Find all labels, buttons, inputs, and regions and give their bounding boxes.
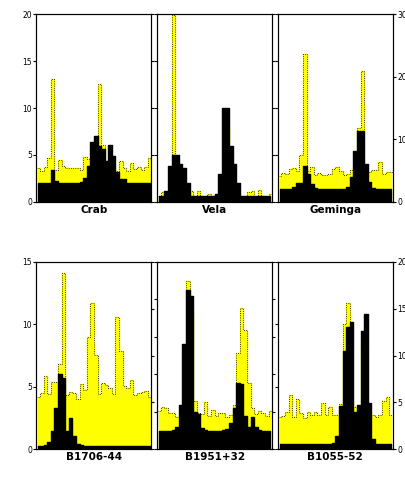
X-axis label: Crab: Crab	[80, 205, 108, 215]
X-axis label: Vela: Vela	[202, 205, 227, 215]
X-axis label: B1706-44: B1706-44	[66, 452, 122, 462]
X-axis label: Geminga: Geminga	[309, 205, 361, 215]
X-axis label: B1951+32: B1951+32	[185, 452, 245, 462]
X-axis label: B1055-52: B1055-52	[307, 452, 363, 462]
